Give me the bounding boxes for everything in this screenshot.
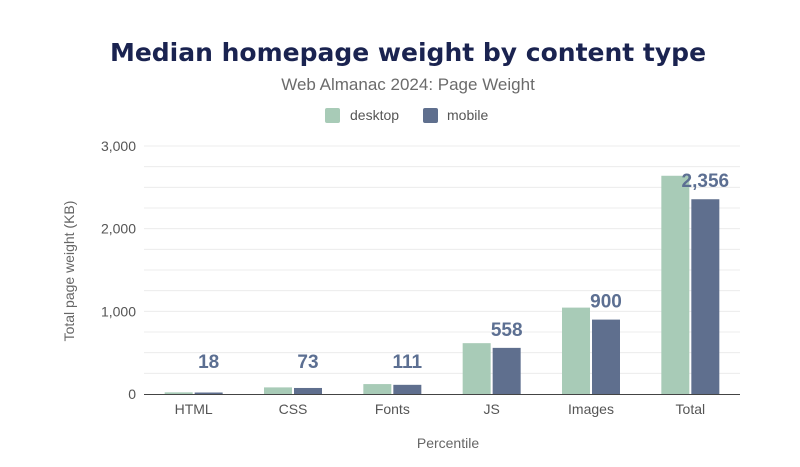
bar-desktop (562, 307, 590, 394)
legend: desktop mobile (325, 107, 488, 123)
y-axis-title: Total page weight (KB) (61, 201, 77, 342)
x-axis-title: Percentile (417, 435, 479, 451)
chart-subtitle: Web Almanac 2024: Page Weight (281, 75, 535, 94)
x-tick-label: JS (483, 401, 499, 417)
x-tick-label: CSS (279, 401, 308, 417)
bars (164, 175, 720, 394)
y-tick-label: 1,000 (101, 303, 136, 319)
data-labels: 18 73 111 558 900 2,356 (198, 171, 729, 373)
x-tick-label: HTML (175, 401, 213, 417)
legend-swatch-mobile (423, 108, 438, 123)
data-label: 2,356 (682, 171, 730, 192)
bar-mobile (194, 392, 223, 394)
bar-desktop (264, 387, 292, 394)
bar-mobile (492, 347, 521, 394)
bar-desktop (363, 384, 392, 394)
data-label: 558 (491, 320, 523, 341)
data-label: 111 (393, 352, 423, 373)
x-axis-ticks: HTML CSS Fonts JS Images Total (175, 401, 706, 417)
y-tick-label: 0 (128, 386, 136, 402)
bar-mobile (393, 384, 422, 394)
bar-desktop (462, 343, 491, 394)
data-label: 900 (590, 292, 622, 313)
data-label: 18 (198, 352, 219, 373)
bar-mobile (691, 199, 720, 394)
legend-label-mobile: mobile (447, 107, 488, 123)
bar-desktop (164, 392, 193, 394)
bar-desktop (661, 175, 690, 394)
bar-mobile (592, 319, 620, 394)
legend-label-desktop: desktop (350, 107, 399, 123)
gridlines (144, 145, 740, 374)
chart-title: Median homepage weight by content type (110, 38, 706, 67)
x-tick-label: Fonts (375, 401, 410, 417)
data-label: 73 (297, 352, 318, 373)
x-tick-label: Total (676, 401, 706, 417)
y-tick-label: 2,000 (101, 221, 136, 237)
x-tick-label: Images (568, 401, 614, 417)
y-axis-ticks: 0 1,000 2,000 3,000 (101, 138, 136, 402)
bar-mobile (294, 387, 322, 394)
y-tick-label: 3,000 (101, 138, 136, 154)
legend-swatch-desktop (325, 108, 340, 123)
